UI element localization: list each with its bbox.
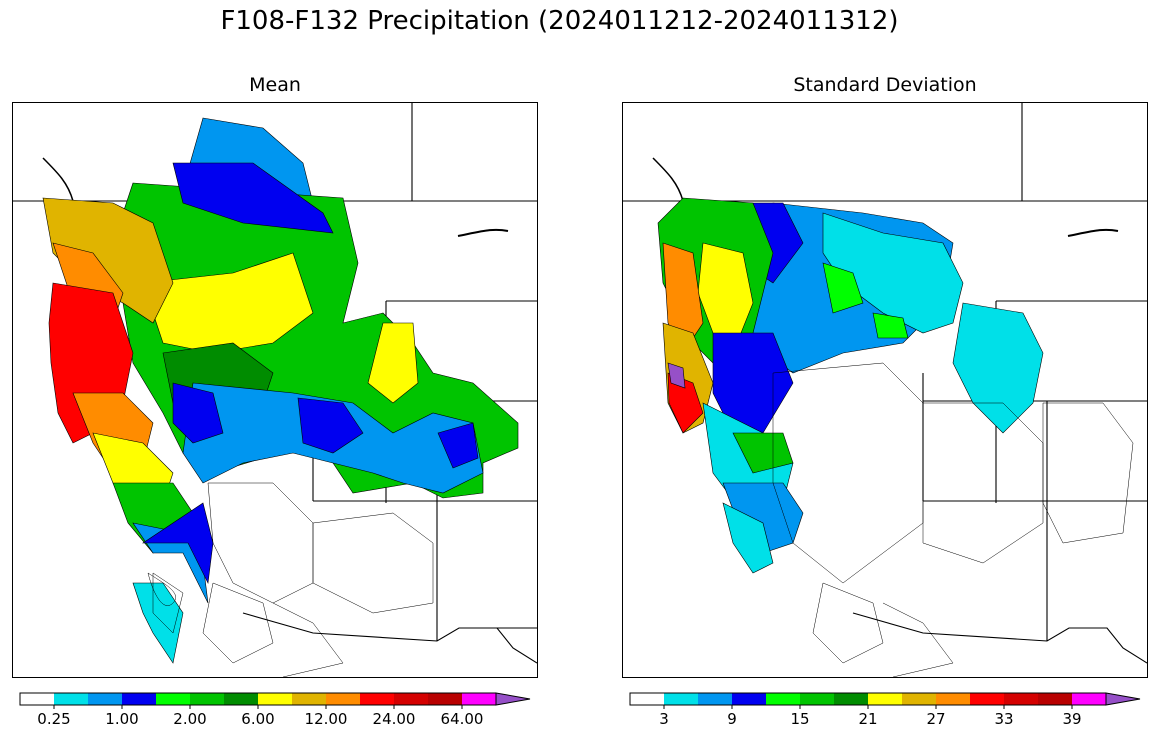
colorbar-segment bbox=[1004, 693, 1039, 705]
mean-map-svg bbox=[13, 103, 537, 677]
colorbar-segment bbox=[20, 693, 55, 705]
colorbar-segment bbox=[326, 693, 361, 705]
colorbar-tick-label: 21 bbox=[858, 710, 878, 728]
colorbar-segment bbox=[190, 693, 225, 705]
colorbar-tick-label: 27 bbox=[926, 710, 946, 728]
colorbar-segment bbox=[1072, 693, 1107, 705]
colorbar-segment bbox=[428, 693, 463, 705]
colorbar-segment bbox=[902, 693, 937, 705]
std-basins bbox=[772, 362, 1134, 677]
std-colorbar-svg bbox=[629, 692, 1141, 709]
colorbar-segment bbox=[156, 693, 191, 705]
colorbar-tick-label: 15 bbox=[790, 710, 810, 728]
colorbar-tick-label: 9 bbox=[727, 710, 737, 728]
std-colorbar bbox=[629, 690, 1141, 709]
std-map-svg bbox=[623, 103, 1147, 677]
colorbar-tick-label: 3 bbox=[659, 710, 669, 728]
colorbar-segment bbox=[698, 693, 733, 705]
colorbar-tick-label: 24.00 bbox=[372, 710, 416, 728]
mean-colorbar bbox=[19, 690, 531, 709]
colorbar-tick-label: 64.00 bbox=[440, 710, 484, 728]
colorbar-segment bbox=[462, 693, 497, 705]
colorbar-segment bbox=[224, 693, 259, 705]
colorbar-segment bbox=[630, 693, 665, 705]
std-panel-title: Standard Deviation bbox=[793, 74, 977, 96]
colorbar-segment bbox=[88, 693, 123, 705]
colorbar-segment bbox=[258, 693, 293, 705]
colorbar-segment bbox=[970, 693, 1005, 705]
figure-title: F108-F132 Precipitation (2024011212-2024… bbox=[220, 6, 899, 36]
colorbar-segment bbox=[54, 693, 89, 705]
colorbar-extend-arrow bbox=[495, 692, 531, 706]
colorbar-tick-label: 39 bbox=[1062, 710, 1082, 728]
colorbar-segment bbox=[936, 693, 971, 705]
mean-panel-title: Mean bbox=[249, 74, 301, 96]
colorbar-tick-label: 33 bbox=[994, 710, 1014, 728]
colorbar-segment bbox=[122, 693, 157, 705]
colorbar-tick-label: 2.00 bbox=[173, 710, 207, 728]
mean-regions bbox=[42, 117, 519, 664]
std-map bbox=[622, 102, 1148, 678]
colorbar-segment bbox=[868, 693, 903, 705]
colorbar-tick-label: 1.00 bbox=[105, 710, 139, 728]
colorbar-segment bbox=[292, 693, 327, 705]
mean-colorbar-svg bbox=[19, 692, 531, 709]
colorbar-segment bbox=[800, 693, 835, 705]
colorbar-segment bbox=[732, 693, 767, 705]
mean-map bbox=[12, 102, 538, 678]
colorbar-tick-label: 0.25 bbox=[37, 710, 71, 728]
colorbar-segment bbox=[394, 693, 429, 705]
colorbar-segment bbox=[1038, 693, 1073, 705]
colorbar-tick-label: 12.00 bbox=[304, 710, 348, 728]
colorbar-segment bbox=[834, 693, 869, 705]
colorbar-segment bbox=[766, 693, 801, 705]
colorbar-segment bbox=[360, 693, 395, 705]
std-regions bbox=[657, 197, 1044, 574]
colorbar-segment bbox=[664, 693, 699, 705]
colorbar-extend-arrow bbox=[1105, 692, 1141, 706]
mean-basins bbox=[147, 482, 434, 677]
colorbar-tick-label: 6.00 bbox=[241, 710, 275, 728]
